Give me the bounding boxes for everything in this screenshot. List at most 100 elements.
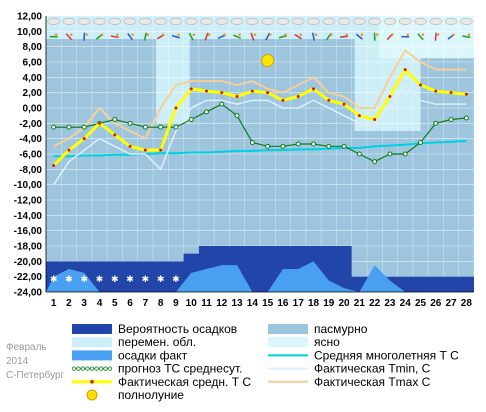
cloud-icon [383,17,397,25]
y-tick-label: -16,00 [14,226,43,237]
actual-mean-point [373,118,377,121]
actual-mean-point [266,91,270,95]
actual-mean-point [281,98,285,102]
sun-dot-icon [391,33,394,36]
actual-mean-point [52,164,56,167]
legend-label: осадки факт [118,348,188,362]
sun-dot-icon [284,33,287,36]
forecast-point [81,124,87,130]
actual-mean-point [357,114,361,118]
legend-swatch-dot [85,366,90,371]
x-tick-label: 1 [51,298,57,309]
legend-swatch [268,324,308,334]
sun-dot-icon [131,33,134,36]
x-tick-label: 20 [339,298,351,309]
x-tick-label: 25 [415,298,427,309]
actual-mean-point [189,87,193,91]
sun-dot-icon [360,33,364,36]
legend-swatch-dot [107,366,113,371]
sun-dot-icon [437,33,440,36]
x-tick-label: 2 [66,298,72,309]
x-tick-label: 22 [369,298,381,309]
grid [45,15,475,293]
full-moon-marker [261,53,275,67]
cloud-icon [414,17,427,25]
x-tick-label: 15 [262,298,274,309]
cloud-icon [62,17,76,25]
cloud-icon [93,17,106,25]
cloud-icon [307,17,320,25]
y-tick-label: -24,00 [14,288,43,299]
series-normal-line [53,139,467,158]
actual-mean-point [464,92,468,96]
forecast-point [387,151,393,157]
forecast-point [311,141,316,147]
cloud-icon [353,17,366,25]
actual-mean-point [403,68,407,72]
sun-dot-icon [375,33,379,36]
x-tick-label: 14 [247,298,259,309]
sun-dot-icon [116,33,119,36]
y-tick-label: 8,00 [23,42,43,53]
x-tick-label: 18 [308,298,320,309]
legend-label: ясно [314,335,340,349]
actual-mean-point [220,91,224,95]
x-tick-label: 11 [201,298,212,309]
forecast-point [402,151,408,157]
sun-dot-icon [452,33,455,36]
weather-icons-row [47,17,473,41]
legend-swatch [72,350,112,361]
sun-dot-icon [421,33,425,36]
actual-mean-point [159,148,163,152]
snow-marker: ✱ [142,275,150,285]
forecast-point [448,117,454,122]
actual-mean-point [449,91,453,95]
snow-marker: ✱ [157,275,165,285]
y-tick-label: -2,00 [19,119,42,130]
forecast-point [463,115,469,121]
sun-dot-icon [299,33,302,36]
forecast-point [142,124,148,130]
x-tick-label: 26 [430,298,442,309]
precip-actual-area [46,261,474,292]
cloud-icon [200,17,213,25]
chart-meta: Февраль 2014 С-Петербург [6,342,65,381]
x-tick-label: 8 [158,298,164,309]
wind-arrow-icon [294,33,303,40]
cloud-icon [429,17,443,25]
legend-label: Средняя многолетняя Т С [314,348,459,362]
snow-marker: ✱ [96,275,104,285]
sun-dot-icon [161,33,165,36]
actual-mean-point [235,95,239,98]
forecast-point [204,109,209,115]
actual-mean-point [82,137,86,141]
cloud-icon [154,17,167,25]
cloud-icon [77,17,91,25]
legend-swatch [86,389,98,401]
cloud-icon [184,17,198,25]
snow-marker: ✱ [50,275,58,285]
legend-swatch-dot [71,366,77,371]
forecast-point [173,124,179,130]
forecast-point [341,143,347,149]
y-tick-label: -6,00 [19,150,42,161]
actual-mean-point [388,95,392,98]
wind-arrow-icon [83,32,86,41]
series-forecast-line [53,103,467,163]
sun-dot-icon [85,33,88,36]
meta-label: Февраль [6,342,47,353]
y-tick-label: -8,00 [19,165,42,176]
series-actual-mean-line [52,67,467,167]
legend-swatch-dot [90,380,94,384]
wind-arrow-icon [265,32,271,41]
x-tick-label: 21 [354,298,366,309]
y-tick-label: -22,00 [14,272,43,283]
y-tick-label: -20,00 [14,257,43,268]
legend-swatch-dot [94,366,99,371]
forecast-point [127,120,133,126]
sun-dot-icon [223,33,226,36]
forecast-point [433,120,439,126]
legend-label: Фактическая Tmax С [314,375,431,389]
x-tick-label: 3 [81,298,87,309]
